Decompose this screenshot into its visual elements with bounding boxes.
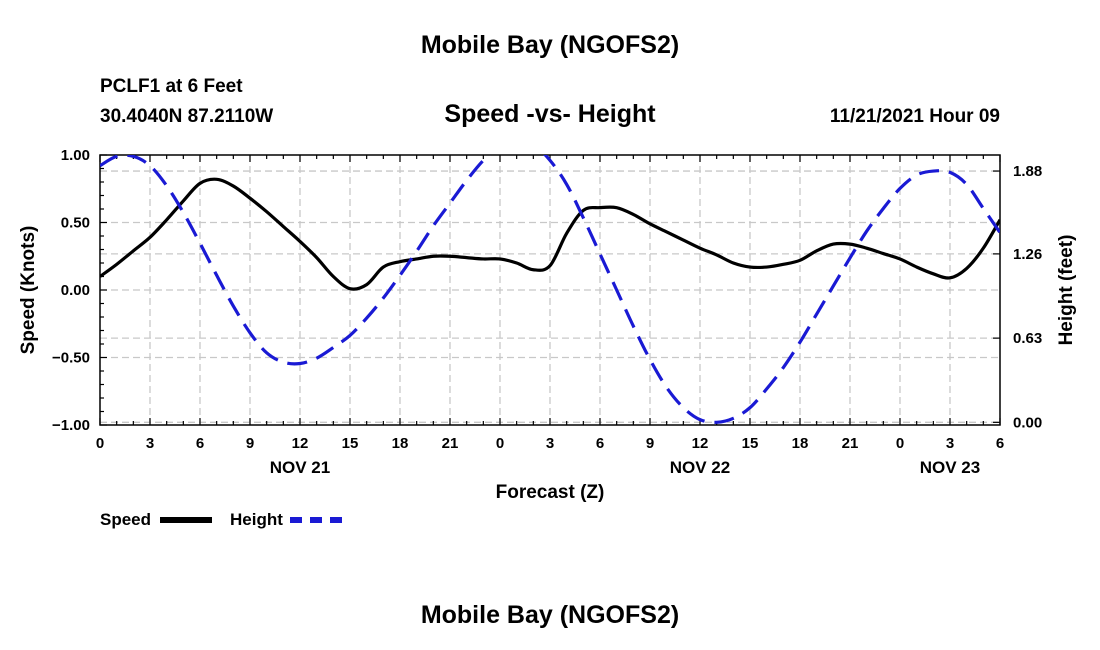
x-tick-label: 3 <box>546 435 554 452</box>
y-right-tick-label: 0.63 <box>1013 330 1042 347</box>
x-tick-label: 21 <box>842 435 859 452</box>
y-left-tick-label: −0.50 <box>52 350 90 367</box>
date-tick-label: NOV 21 <box>270 458 330 477</box>
series-height-line <box>100 155 1000 424</box>
station-name: PCLF1 at 6 Feet <box>100 76 243 97</box>
legend-swatch-height <box>290 517 342 523</box>
y-left-tick-label: 1.00 <box>61 147 90 164</box>
y-right-axis-label: Height (feet) <box>1056 235 1077 346</box>
x-tick-label: 0 <box>496 435 504 452</box>
x-tick-label: 12 <box>692 435 709 452</box>
legend-label-height: Height <box>230 510 283 529</box>
x-tick-label: 0 <box>896 435 904 452</box>
station-coords: 30.4040N 87.2110W <box>100 106 274 127</box>
y-right-tick-label: 0.00 <box>1013 414 1042 431</box>
forecast-timestamp: 11/21/2021 Hour 09 <box>829 106 1000 127</box>
x-tick-label: 6 <box>996 435 1004 452</box>
y-right-tick-label: 1.26 <box>1013 246 1042 263</box>
date-tick-label: NOV 22 <box>670 458 730 477</box>
x-tick-label: 0 <box>96 435 104 452</box>
legend-swatch-speed <box>160 517 212 523</box>
x-tick-label: 6 <box>196 435 204 452</box>
x-tick-label: 18 <box>392 435 409 452</box>
x-tick-label: 6 <box>596 435 604 452</box>
chart-title: Speed -vs- Height <box>444 100 656 128</box>
x-tick-label: 12 <box>292 435 309 452</box>
x-tick-label: 18 <box>792 435 809 452</box>
legend-label-speed: Speed <box>100 510 152 529</box>
x-tick-label: 3 <box>946 435 954 452</box>
y-left-tick-label: 0.50 <box>61 215 90 232</box>
y-left-tick-label: 0.00 <box>61 282 90 299</box>
x-tick-label: 15 <box>342 435 359 452</box>
x-tick-label: 9 <box>646 435 654 452</box>
x-tick-label: 3 <box>146 435 154 452</box>
date-tick-label: NOV 23 <box>920 458 980 477</box>
x-tick-label: 21 <box>442 435 459 452</box>
page-title: Mobile Bay (NGOFS2) <box>420 31 680 59</box>
series-speed-line <box>100 177 1000 291</box>
x-tick-label: 15 <box>742 435 759 452</box>
y-right-tick-label: 1.88 <box>1013 163 1042 180</box>
x-tick-label: 9 <box>246 435 254 452</box>
y-left-tick-label: −1.00 <box>52 417 90 434</box>
y-left-axis-label: Speed (Knots) <box>18 226 39 355</box>
footer-title: Mobile Bay (NGOFS2) <box>420 601 680 629</box>
x-axis-label: Forecast (Z) <box>495 482 605 503</box>
